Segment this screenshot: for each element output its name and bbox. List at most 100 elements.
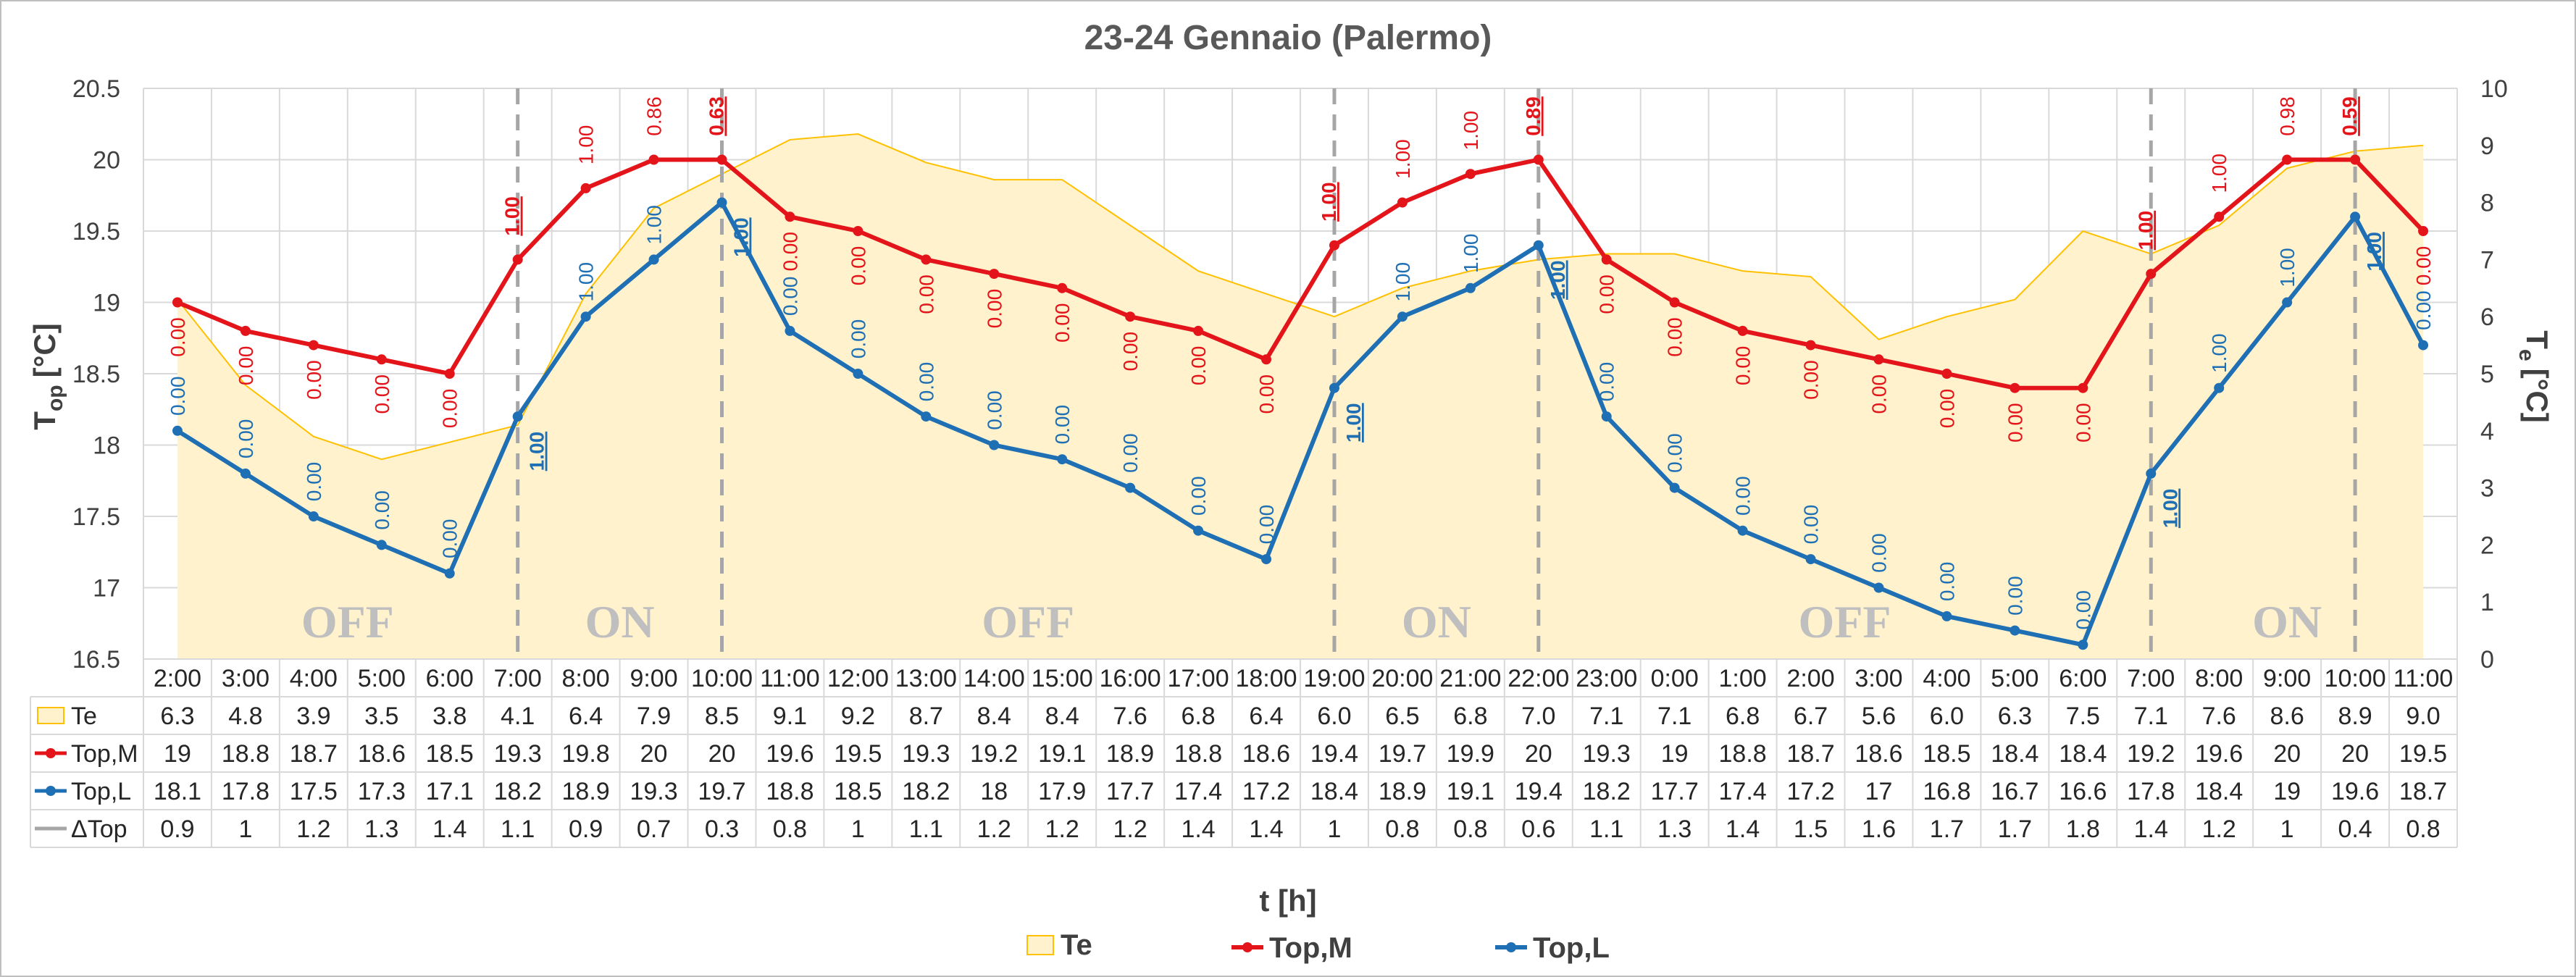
table-cell: 6.3 (160, 703, 194, 730)
table-cell: 16.7 (1991, 778, 2038, 805)
table-cell: 19.1 (1038, 740, 1086, 768)
table-cell: 19.6 (2195, 740, 2243, 768)
table-cell: 9.0 (2406, 703, 2440, 730)
top-m-data-label: 0.00 (1732, 346, 1755, 386)
table-cell: 6.4 (1249, 703, 1283, 730)
left-tick-label: 18.5 (72, 361, 120, 388)
top-l-point (648, 254, 659, 265)
table-cell: 3.9 (296, 703, 330, 730)
table-cell: 1.5 (1794, 815, 1828, 843)
table-cell: 20 (640, 740, 668, 768)
top-l-point (1193, 525, 1204, 536)
te-area-fill (177, 134, 2424, 660)
top-m-data-label: 1.00 (2134, 211, 2157, 251)
table-cell: 0.8 (1453, 815, 1487, 843)
top-l-data-label: 1.00 (526, 432, 548, 471)
top-l-point (308, 511, 319, 521)
top-m-point (580, 183, 591, 193)
top-m-data-label: 0.00 (167, 317, 189, 357)
top-l-point (1533, 240, 1544, 251)
top-m-data-label: 1.00 (1392, 139, 1414, 179)
table-cell: 6.0 (1317, 703, 1351, 730)
top-l-data-label: 0.00 (1119, 433, 1142, 473)
x-tick-label: 4:00 (1923, 665, 1970, 692)
top-m-data-label: 1.00 (501, 196, 524, 236)
x-tick-label: 1:00 (1719, 665, 1767, 692)
top-m-point (240, 325, 251, 336)
top-m-data-label: 0.00 (303, 360, 325, 400)
table-cell: 17.5 (290, 778, 338, 805)
axis-titles: t [h] Top [°C] Te [°C] (28, 323, 2554, 918)
x-tick-label: 12:00 (827, 665, 889, 692)
table-cell: 4.8 (228, 703, 262, 730)
table-cell: 1.6 (1862, 815, 1896, 843)
data-table: 2:00 3:00 4:00 5:00 6:00 7:00 8:00 9:00 10:00 11:… (30, 658, 2458, 848)
table-cell: 19.7 (698, 778, 745, 805)
table-cell: 0.8 (773, 815, 807, 843)
table-cell: 8.4 (1045, 703, 1079, 730)
table-cell: 4.1 (501, 703, 535, 730)
left-tick-label: 20 (93, 147, 120, 175)
table-cell: 0.8 (1385, 815, 1419, 843)
x-tick-label: 9:00 (630, 665, 677, 692)
table-cell: 1 (851, 815, 865, 843)
top-l-point (376, 540, 387, 550)
left-axis-title-unit: [°C] (28, 323, 62, 377)
top-m-data-label: 0.00 (2004, 403, 2026, 443)
top-m-point (921, 254, 932, 265)
top-m-point (2418, 226, 2429, 236)
table-cell: 18.2 (494, 778, 542, 805)
mode-label: OFF (301, 596, 394, 647)
top-l-point (2350, 211, 2361, 222)
x-tick-label: 5:00 (1991, 665, 2038, 692)
table-cell: 9.2 (841, 703, 875, 730)
table-cell: 19.3 (1583, 740, 1631, 768)
top-l-point (240, 468, 251, 479)
table-cell: 8.7 (909, 703, 943, 730)
table-cell: 19.6 (766, 740, 814, 768)
top-l-point (1057, 454, 1068, 465)
top-l-point (2214, 382, 2225, 393)
right-tick-label: 6 (2480, 303, 2494, 331)
top-l-point (989, 440, 1000, 450)
table-cell: 8.4 (977, 703, 1011, 730)
table-cell: 19 (1661, 740, 1689, 768)
legend-swatch-te (1026, 935, 1054, 955)
table-cell: 18.4 (1991, 740, 2038, 768)
table-cell: 1.2 (296, 815, 330, 843)
table-cell: 1.1 (1589, 815, 1623, 843)
top-l-data-label: 0.00 (1664, 433, 1686, 473)
top-l-data-label: 1.00 (1460, 234, 1482, 274)
top-m-point (1941, 369, 1952, 379)
table-cell: 1.2 (2202, 815, 2236, 843)
table-cell: 19 (2273, 778, 2301, 805)
table-cell: 1.2 (1045, 815, 1079, 843)
top-m-point (2350, 154, 2361, 165)
table-cell: 1.2 (977, 815, 1011, 843)
table-cell: 9.1 (773, 703, 807, 730)
top-m-point (1805, 340, 1816, 351)
top-l-data-label: 0.00 (1800, 505, 1823, 545)
table-cell: 8.9 (2338, 703, 2372, 730)
top-l-line (176, 200, 2425, 647)
right-tick-label: 3 (2480, 475, 2494, 503)
top-m-data-label: 0.00 (1119, 332, 1142, 372)
right-axis-title-main: T (2520, 330, 2554, 349)
table-cell: 17.2 (1242, 778, 1290, 805)
table-cell: 17.4 (1174, 778, 1222, 805)
x-tick-label: 13:00 (895, 665, 957, 692)
table-cell: 17.4 (1719, 778, 1767, 805)
left-tick-label: 17.5 (72, 503, 120, 531)
left-axis-title: Top [°C] (28, 323, 67, 429)
right-tick-label: 10 (2480, 75, 2508, 103)
x-tick-label: 22:00 (1507, 665, 1569, 692)
x-tick-label: 10:00 (691, 665, 753, 692)
table-cell: 6.8 (1181, 703, 1215, 730)
top-l-point (1125, 482, 1136, 493)
x-tick-label: 2:00 (1786, 665, 1834, 692)
top-m-data-label: 0.00 (2412, 246, 2435, 286)
table-cell: 19.4 (1310, 740, 1358, 768)
table-cell: 1.7 (1998, 815, 2032, 843)
top-l-point (716, 197, 727, 208)
top-m-data-label: 0.59 (2338, 96, 2361, 136)
